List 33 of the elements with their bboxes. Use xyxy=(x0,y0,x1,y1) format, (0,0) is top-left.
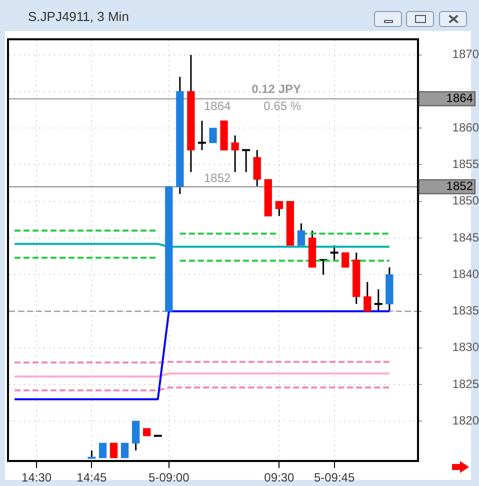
candlestick xyxy=(364,281,372,312)
y-tick-label: 1825 xyxy=(452,376,479,391)
y-tick-label: 1845 xyxy=(452,230,479,244)
ref-line-label: 1852 xyxy=(204,171,232,186)
candlestick xyxy=(253,149,261,188)
x-tick-label: 14:45 xyxy=(76,470,108,485)
candlestick xyxy=(341,252,350,268)
annotation: 0.12 JPY xyxy=(252,82,301,96)
candlestick xyxy=(275,200,283,217)
candlestick xyxy=(231,134,239,173)
y-tick-label: 1830 xyxy=(452,340,479,354)
y-tick-label: 1840 xyxy=(452,266,479,281)
x-tick-label: 14:30 xyxy=(22,470,52,485)
y-tick-label: 1860 xyxy=(452,120,479,134)
ref-line-label: 1864 xyxy=(204,99,232,114)
text: 1852 xyxy=(446,179,473,194)
candlestick xyxy=(120,442,129,458)
annotation: 0.65 % xyxy=(264,99,302,114)
chart-title: S.JPJ4911, 3 Min xyxy=(28,9,129,24)
x-tick-label: 5-09:45 xyxy=(314,470,355,485)
candlestick xyxy=(110,442,118,458)
candlestick xyxy=(132,420,140,452)
y-tick-label: 1850 xyxy=(452,194,479,208)
y-tick-label: 1855 xyxy=(452,157,479,172)
y-tick-label: 1870 xyxy=(452,47,479,62)
text: 1864 xyxy=(446,91,473,106)
x-tick-label: 09:30 xyxy=(264,470,294,485)
candlestick xyxy=(297,222,306,246)
candlestick xyxy=(209,128,217,144)
y-tick-label: 1835 xyxy=(452,304,479,318)
x-tick-label: 5-09:00 xyxy=(148,470,190,485)
y-tick-label: 1820 xyxy=(452,413,479,428)
candlestick xyxy=(98,442,107,458)
